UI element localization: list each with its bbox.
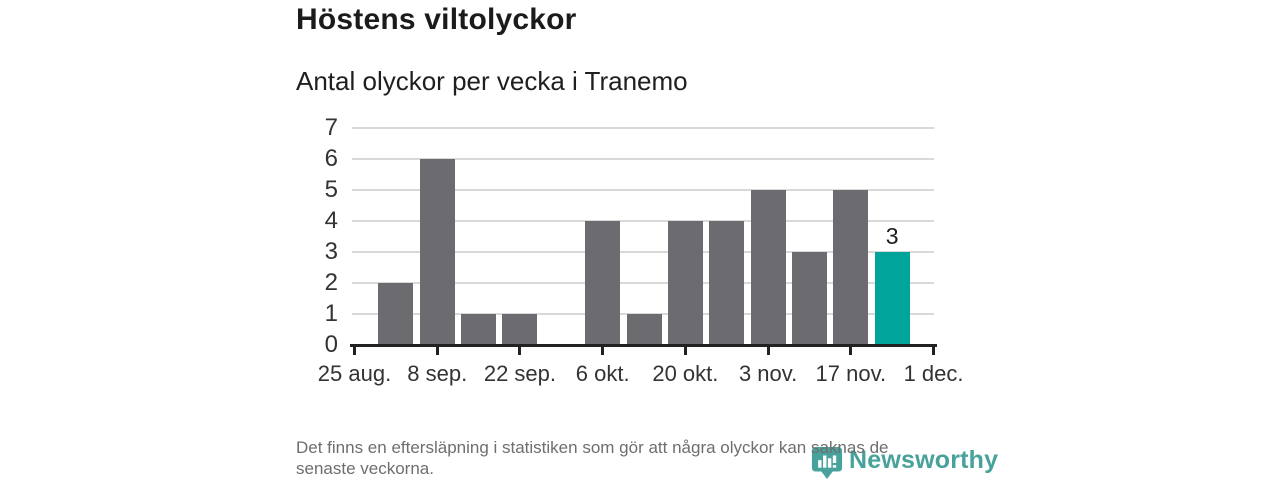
bar-value-label: 3 [885,223,899,249]
gridline-y6 [352,158,934,160]
x-axis-tick [518,347,522,355]
y-axis-label: 0 [324,331,338,358]
x-axis-label: 8 sep. [407,361,468,386]
bar [791,252,827,345]
x-axis-line [350,344,937,347]
bar [461,314,497,345]
x-axis-label: 25 aug. [317,361,392,386]
newsworthy-logo: Newsworthy [811,444,998,480]
gridline-y2 [352,282,934,284]
footnote-line-1: Det finns en eftersläpning i statistiken… [296,438,889,457]
x-axis-tick [353,347,356,355]
x-axis-tick [683,347,687,355]
bar [667,221,703,345]
x-axis-label: 3 nov. [738,361,798,386]
gridline-y5 [352,189,934,191]
y-axis-label: 1 [324,300,338,327]
bar [419,159,455,345]
x-axis-label: 17 nov. [815,361,887,386]
gridline-y7 [352,127,934,129]
bar [750,190,786,345]
x-axis-tick [601,347,605,355]
y-axis-label: 4 [324,207,338,234]
chart-footnote: Det finns en eftersläpning i statistiken… [296,437,888,479]
bar [709,221,745,345]
bar [626,314,662,345]
bar [378,283,414,345]
chart-title: Höstens viltolyckor [296,3,577,36]
x-axis-tick [435,347,439,355]
x-axis-tick [932,347,936,355]
bar-highlighted [874,252,910,345]
gridline-y4 [352,220,934,222]
x-axis-label: 6 okt. [575,361,630,386]
newsworthy-logo-text: Newsworthy [849,446,999,474]
x-axis-tick [849,347,853,355]
bar [502,314,538,345]
y-axis-label: 5 [324,176,338,203]
footnote-line-2: senaste veckorna. [296,459,434,478]
bar [585,221,621,345]
chart-subtitle: Antal olyckor per vecka i Tranemo [296,66,688,96]
y-axis-label: 3 [324,238,338,265]
x-axis-label: 20 okt. [652,361,719,386]
bar [833,190,869,345]
y-axis-label: 6 [324,145,338,172]
x-axis-label: 1 dec. [903,361,964,386]
gridline-y3 [352,251,934,253]
x-axis-tick [766,347,770,355]
y-axis-label: 7 [324,114,338,141]
newsworthy-marker-icon [811,447,843,479]
y-axis-label: 2 [324,269,338,296]
x-axis-label: 22 sep. [483,361,557,386]
